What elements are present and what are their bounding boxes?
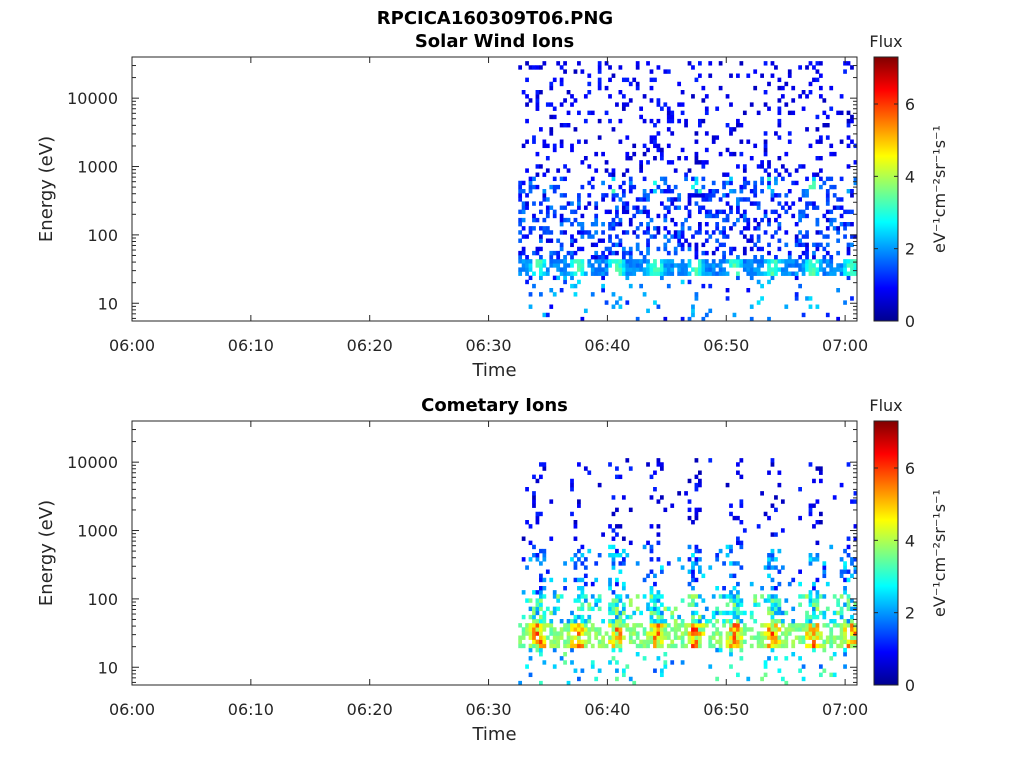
x-tick-label: 06:50 (703, 336, 749, 355)
x-tick-label: 06:10 (228, 700, 274, 719)
colorbar-tick-label: 4 (905, 531, 915, 550)
x-tick-label: 06:40 (584, 336, 630, 355)
y-tick-label: 1000 (77, 522, 118, 541)
x-tick-label: 06:30 (466, 336, 512, 355)
y-tick-label: 10 (98, 294, 118, 313)
y-tick-label: 100 (87, 226, 118, 245)
y-axis-label: Energy (eV) (36, 136, 57, 242)
x-tick-label: 06:30 (466, 700, 512, 719)
x-tick-label: 06:20 (347, 700, 393, 719)
colorbar-title: Flux (869, 32, 902, 51)
y-tick-label: 100 (87, 590, 118, 609)
y-tick-label: 10000 (67, 453, 118, 472)
y-axis-label: Energy (eV) (36, 500, 57, 606)
colorbar-tick-label: 6 (905, 459, 915, 478)
y-tick-label: 1000 (77, 158, 118, 177)
heatmap-cells (518, 458, 858, 686)
panel-title: Cometary Ions (421, 395, 568, 416)
heatmap-cells (518, 61, 858, 322)
colorbar-label: eV⁻¹cm⁻²sr⁻¹s⁻¹ (930, 125, 949, 253)
x-tick-label: 06:50 (703, 700, 749, 719)
x-tick-label: 06:00 (109, 700, 155, 719)
colorbar-tick-label: 0 (905, 312, 915, 331)
panel-title: Solar Wind Ions (415, 31, 574, 52)
colorbar-tick-label: 2 (905, 240, 915, 259)
x-tick-label: 06:20 (347, 336, 393, 355)
y-tick-label: 10000 (67, 89, 118, 108)
plot-frame (131, 56, 858, 322)
plot-frame (131, 420, 858, 686)
colorbar-tick-label: 6 (905, 95, 915, 114)
panel-1: Solar Wind Ions 06:00 06:10 06:20 06:30 06:40… (36, 31, 949, 381)
colorbar-title: Flux (869, 396, 902, 415)
x-tick-label: 06:10 (228, 336, 274, 355)
colorbar-tick-label: 4 (905, 167, 915, 186)
colorbar (873, 420, 899, 686)
colorbar-tick-label: 0 (905, 676, 915, 695)
y-tick-label: 10 (98, 658, 118, 677)
x-tick-label: 07:00 (822, 700, 868, 719)
colorbar (873, 56, 899, 322)
colorbar-label: eV⁻¹cm⁻²sr⁻¹s⁻¹ (930, 489, 949, 617)
colorbar-tick-label: 2 (905, 604, 915, 623)
x-axis-label: Time (471, 360, 516, 381)
x-tick-label: 06:40 (584, 700, 630, 719)
figure-filename: RPCICA160309T06.PNG (377, 8, 613, 29)
x-axis-label: Time (471, 724, 516, 745)
x-tick-label: 06:00 (109, 336, 155, 355)
x-tick-label: 07:00 (822, 336, 868, 355)
